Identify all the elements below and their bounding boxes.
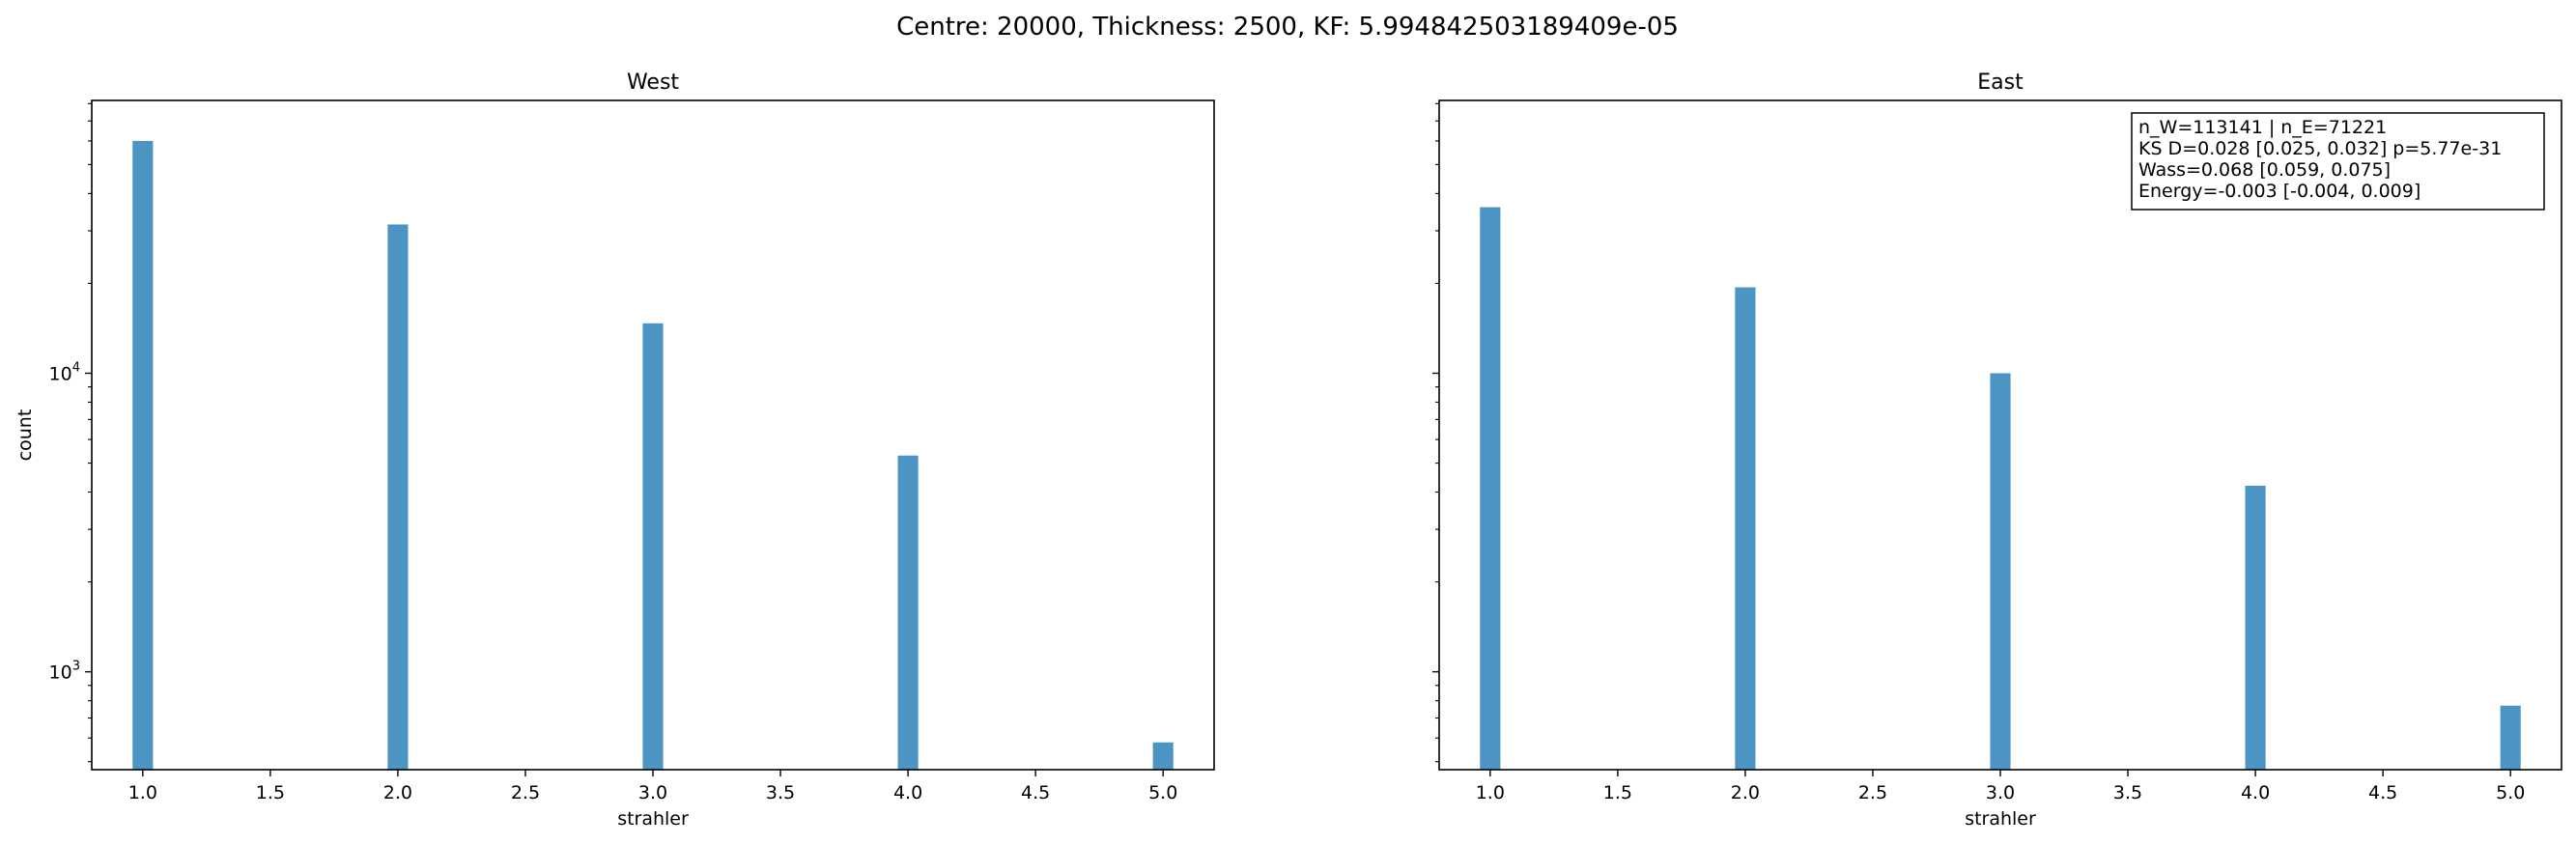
panel-west-x-tick-label: 2.5 xyxy=(511,782,540,803)
panel-west-x-axis-label: strahler xyxy=(617,808,689,830)
panel-east-stats-line: Wass=0.068 [0.059, 0.075] xyxy=(2138,159,2391,181)
panel-east-x-tick-label: 3.5 xyxy=(2113,782,2142,803)
panel-east-stats-line: n_W=113141 | n_E=71221 xyxy=(2138,117,2387,138)
panel-west-y-axis-label: count xyxy=(14,409,36,462)
panel-west-x-tick-label: 4.0 xyxy=(893,782,922,803)
panel-west-bar xyxy=(642,323,664,770)
panel-west-x-tick-label: 3.5 xyxy=(766,782,795,803)
panel-east-x-tick-label: 2.5 xyxy=(1858,782,1887,803)
panel-west-bar xyxy=(1152,742,1174,770)
panel-east-x-tick-label: 2.0 xyxy=(1731,782,1760,803)
panel-east-x-tick-label: 3.0 xyxy=(1986,782,2015,803)
panel-east-x-tick-label: 4.5 xyxy=(2368,782,2397,803)
panel-west-y-tick-label: 104 xyxy=(49,360,80,384)
figure-suptitle: Centre: 20000, Thickness: 2500, KF: 5.99… xyxy=(896,13,1679,42)
panel-west-bar xyxy=(387,224,409,770)
panel-east-bar xyxy=(1735,287,1756,770)
panel-east-stats-line: KS D=0.028 [0.025, 0.032] p=5.77e-31 xyxy=(2138,138,2502,159)
panel-west-x-tick-label: 5.0 xyxy=(1148,782,1177,803)
panel-east-bar xyxy=(1480,207,1501,771)
panel-east-x-tick-label: 1.5 xyxy=(1603,782,1632,803)
panel-east-x-tick-label: 5.0 xyxy=(2496,782,2525,803)
panel-east-x-tick-label: 4.0 xyxy=(2241,782,2270,803)
panel-east-bar xyxy=(2500,705,2521,770)
panel-west-x-tick-label: 1.0 xyxy=(128,782,157,803)
panel-east-title: East xyxy=(1977,70,2024,95)
panel-east-bar xyxy=(1990,373,2011,770)
panel-east-x-axis-label: strahler xyxy=(1965,808,2036,830)
panel-east-bar xyxy=(2245,485,2266,770)
panel-east-x-tick-label: 1.0 xyxy=(1476,782,1505,803)
panel-west-x-tick-label: 4.5 xyxy=(1021,782,1050,803)
panel-west-bar xyxy=(897,455,919,770)
panel-west-x-tick-label: 2.0 xyxy=(383,782,412,803)
panel-east-stats-box xyxy=(2131,112,2545,211)
panel-west-x-tick-label: 3.0 xyxy=(638,782,667,803)
panel-west-title: West xyxy=(627,70,679,95)
panel-east-stats-line: Energy=-0.003 [-0.004, 0.009] xyxy=(2138,181,2420,202)
panel-west-y-tick-label: 103 xyxy=(49,660,80,684)
panel-west-bar xyxy=(132,140,154,771)
panel-west-x-tick-label: 1.5 xyxy=(256,782,285,803)
